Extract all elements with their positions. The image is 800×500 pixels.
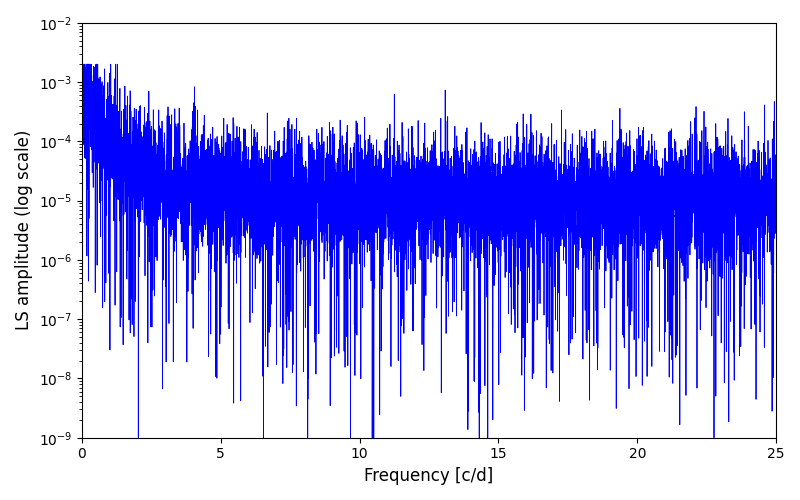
X-axis label: Frequency [c/d]: Frequency [c/d]	[364, 467, 494, 485]
Y-axis label: LS amplitude (log scale): LS amplitude (log scale)	[15, 130, 33, 330]
